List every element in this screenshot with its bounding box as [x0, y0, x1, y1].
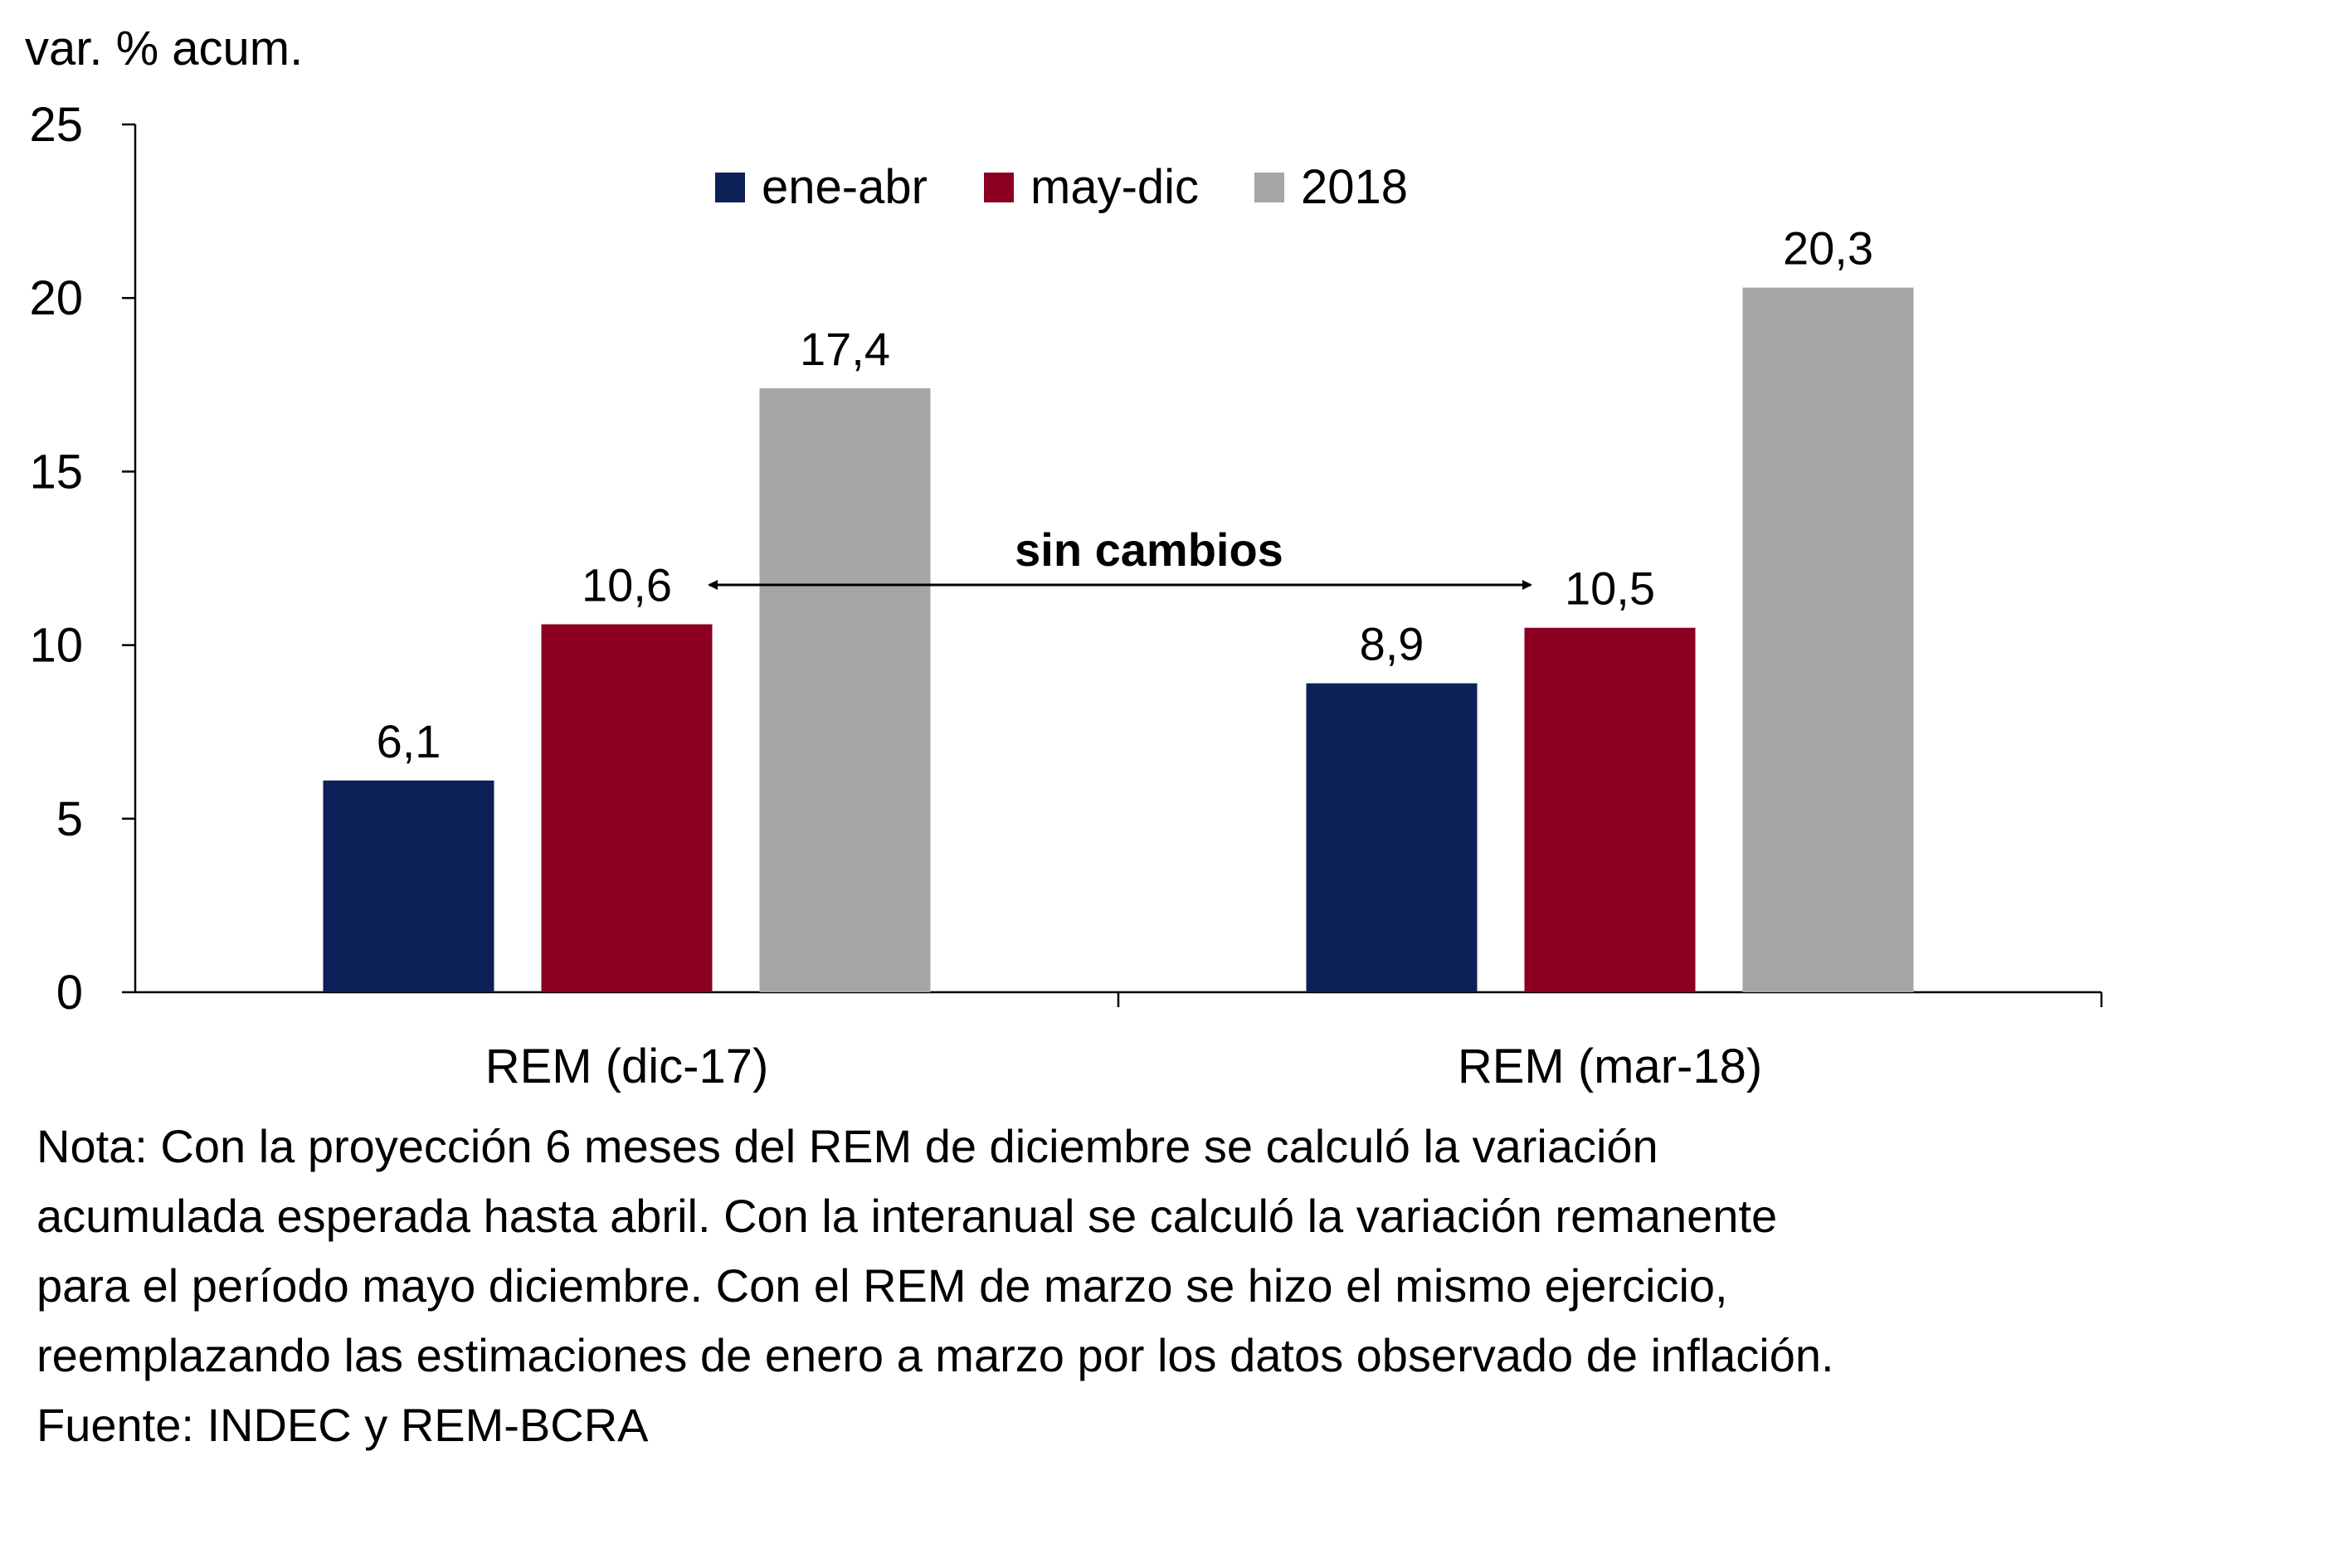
legend-swatch — [984, 173, 1014, 202]
data-labels: 6,1 10,6 17,4 8,9 10,5 20,3 — [377, 222, 1873, 767]
note-line: para el período mayo diciembre. Con el R… — [37, 1259, 1728, 1312]
bar-2018 — [759, 387, 931, 992]
bar-value-label: 17,4 — [800, 323, 890, 375]
footnote: Nota: Con la proyección 6 meses del REM … — [37, 1112, 2277, 1460]
bar-chart: var. % acum. 0 5 10 15 20 25 REM (dic-17) REM (… — [25, 22, 2103, 1093]
bar-value-label: 6,1 — [377, 715, 441, 767]
bar-may-dic — [541, 624, 713, 992]
legend-swatch — [1254, 173, 1284, 202]
bar-value-label: 10,5 — [1565, 562, 1655, 615]
bar-ene-abr — [323, 780, 494, 992]
annotation: sin cambios — [708, 523, 1532, 590]
source-line: Fuente: INDEC y REM-BCRA — [37, 1399, 649, 1451]
bars — [323, 287, 1914, 992]
legend-swatch — [715, 173, 745, 202]
note-line: Nota: Con la proyección 6 meses del REM … — [37, 1120, 1658, 1172]
legend: ene-abr may-dic 2018 — [715, 160, 1408, 214]
bar-value-label: 10,6 — [582, 558, 672, 611]
y-tick-label: 0 — [56, 966, 83, 1020]
bar-may-dic — [1524, 627, 1696, 992]
y-axis-label: var. % acum. — [25, 22, 303, 75]
y-tick-label: 5 — [56, 792, 83, 846]
x-tick-label: REM (mar-18) — [1458, 1040, 1762, 1093]
chart-container: var. % acum. 0 5 10 15 20 25 REM (dic-17) REM (… — [25, 22, 2103, 1093]
bar-2018 — [1742, 287, 1914, 992]
axes: 0 5 10 15 20 25 REM (dic-17) REM (mar-18) — [29, 98, 2103, 1093]
legend-label: may-dic — [1030, 160, 1199, 214]
annotation-text: sin cambios — [1015, 523, 1283, 576]
note-line: acumulada esperada hasta abril. Con la i… — [37, 1190, 1778, 1242]
bar-value-label: 20,3 — [1783, 222, 1873, 275]
x-tick-label: REM (dic-17) — [485, 1040, 769, 1093]
y-tick-label: 25 — [29, 98, 83, 152]
y-tick-label: 20 — [29, 271, 83, 325]
legend-label: 2018 — [1301, 160, 1408, 214]
y-tick-label: 10 — [29, 619, 83, 673]
legend-label: ene-abr — [762, 160, 928, 214]
y-tick-label: 15 — [29, 445, 83, 499]
note-line: reemplazando las estimaciones de enero a… — [37, 1329, 1834, 1381]
bar-value-label: 8,9 — [1360, 618, 1424, 670]
bar-ene-abr — [1306, 683, 1478, 992]
